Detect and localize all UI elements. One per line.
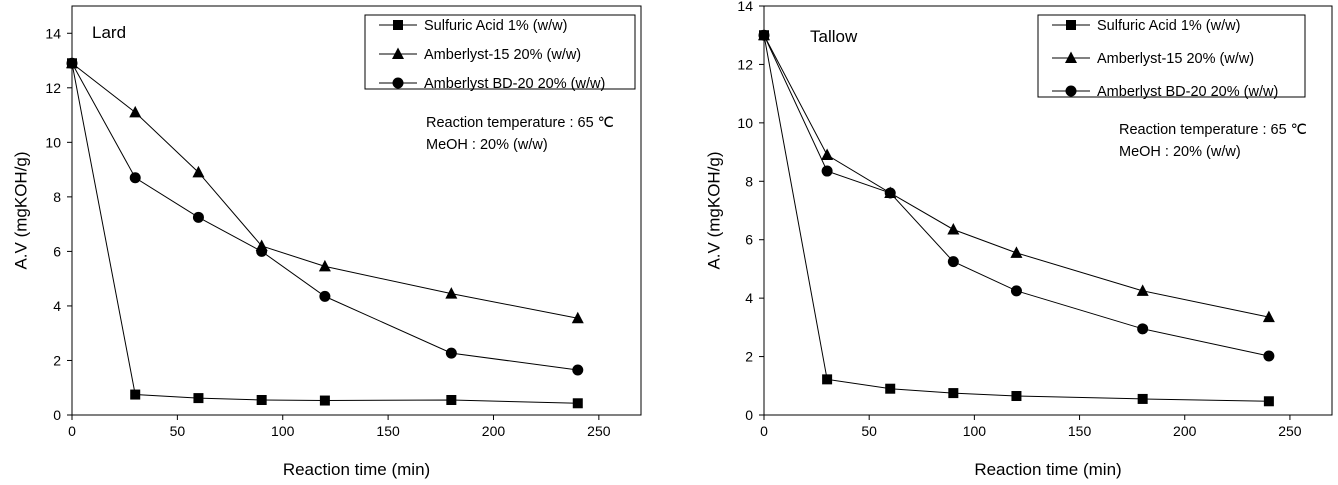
data-point-circle [1263,350,1275,362]
data-point-triangle [947,222,960,235]
data-point-square [948,388,959,399]
y-tick-label: 0 [745,407,753,423]
data-point-square [822,374,833,385]
x-tick-label: 200 [482,423,506,439]
legend-entry: Sulfuric Acid 1% (w/w) [1097,18,1240,34]
x-tick-label: 50 [170,423,186,439]
panel-label: Lard [92,23,126,42]
annotation-text: Reaction temperature : 65 ℃ [1119,122,1307,138]
data-point-circle [66,57,78,69]
data-point-circle [758,29,770,41]
x-axis-label: Reaction time (min) [283,460,430,479]
y-axis-label: A.V (mgKOH/g) [704,151,723,269]
legend-entry: Sulfuric Acid 1% (w/w) [424,18,567,34]
legend-entry: Amberlyst BD-20 20% (w/w) [1097,84,1278,100]
x-tick-label: 50 [861,423,877,439]
data-point-square [193,393,204,404]
x-tick-label: 0 [760,423,768,439]
y-tick-label: 8 [53,189,61,205]
data-point-square [130,389,141,400]
y-tick-label: 2 [745,349,753,365]
data-point-circle [445,347,457,359]
x-tick-label: 250 [587,423,611,439]
data-point-triangle [571,311,584,324]
data-point-circle [1010,285,1022,297]
legend-entry: Amberlyst-15 20% (w/w) [424,47,581,63]
y-tick-label: 12 [45,80,61,96]
data-point-square [446,395,457,406]
data-point-triangle [1010,246,1023,258]
data-point-square [572,398,583,409]
data-point-circle [1137,323,1149,335]
legend-marker-square [1066,20,1076,30]
data-point-circle [129,172,141,184]
legend-marker-circle [1065,85,1077,97]
y-tick-label: 14 [45,25,61,41]
y-tick-label: 10 [45,134,61,150]
y-tick-label: 4 [745,290,753,306]
series-line-triangle [71,62,578,319]
data-point-circle [947,256,959,268]
data-point-triangle [821,148,834,160]
data-point-triangle [192,165,205,178]
y-tick-label: 8 [745,173,753,189]
x-tick-label: 0 [68,423,76,439]
data-point-square [1011,391,1022,402]
data-point-circle [884,187,896,199]
x-axis-label: Reaction time (min) [974,460,1121,479]
y-axis-label: A.V (mgKOH/g) [11,151,30,269]
annotation-text: Reaction temperature : 65 ℃ [426,115,614,131]
data-point-triangle [1262,310,1275,323]
y-tick-label: 12 [737,56,753,72]
legend-box [1037,14,1306,98]
legend-marker-circle [392,77,404,89]
data-point-triangle [318,259,331,272]
y-tick-label: 6 [745,232,753,248]
data-point-circle [192,211,204,223]
data-point-triangle [445,287,458,299]
x-tick-label: 150 [376,423,400,439]
x-tick-label: 100 [271,423,295,439]
series-line-circle [71,63,578,371]
legend-entry: Amberlyst BD-20 20% (w/w) [424,76,605,92]
y-tick-label: 4 [53,298,61,314]
data-point-square [319,395,330,406]
chart-panel-lard: 0 50 100 150 200 250 0 2 4 6 8 10 12 14 Reaction time … [11,5,642,479]
data-point-square [1137,393,1148,404]
legend-box [364,14,636,90]
x-tick-label: 150 [1068,423,1092,439]
data-point-square [1263,396,1274,407]
y-tick-label: 10 [737,115,753,131]
legend-marker-square [393,20,403,30]
legend-entry: Amberlyst-15 20% (w/w) [1097,51,1254,67]
plot-frame [71,5,642,416]
chart-panel-tallow: 0 50 100 150 200 250 0 2 4 6 8 10 12 14 Reaction time … [704,0,1333,479]
x-tick-label: 100 [963,423,987,439]
y-tick-label: 6 [53,243,61,259]
y-tick-label: 14 [737,0,753,14]
y-tick-label: 2 [53,352,61,368]
annotation-text: MeOH : 20% (w/w) [1119,144,1241,160]
x-tick-label: 250 [1278,423,1302,439]
data-point-triangle [1136,284,1149,296]
y-tick-label: 0 [53,407,61,423]
plot-frame [763,5,1333,416]
data-point-circle [319,290,331,302]
legend-marker-triangle [1065,51,1077,63]
data-point-triangle [129,105,142,118]
panel-label: Tallow [810,27,858,46]
annotation-text: MeOH : 20% (w/w) [426,137,548,153]
data-point-square [256,395,267,406]
x-tick-label: 200 [1173,423,1197,439]
data-point-square [885,383,896,394]
legend-marker-triangle [392,47,404,59]
data-point-circle [821,165,833,177]
data-point-circle [572,364,584,376]
data-point-circle [256,245,268,257]
